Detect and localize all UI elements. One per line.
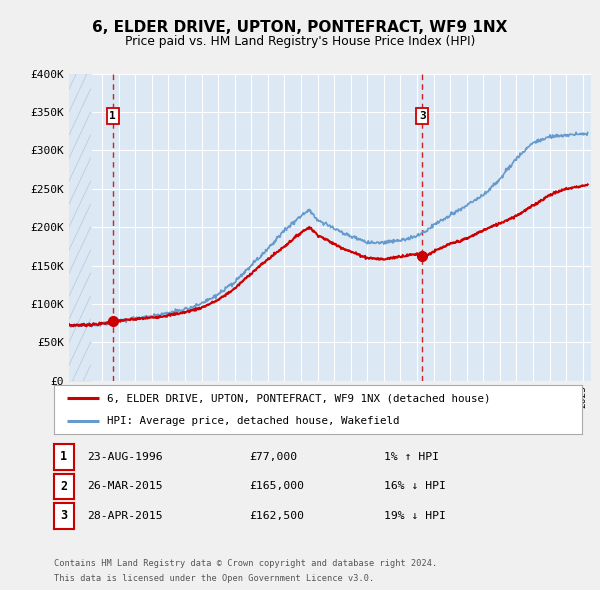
Text: Price paid vs. HM Land Registry's House Price Index (HPI): Price paid vs. HM Land Registry's House … <box>125 35 475 48</box>
Text: £165,000: £165,000 <box>249 481 304 491</box>
Text: 1: 1 <box>109 111 116 121</box>
Text: 3: 3 <box>61 509 67 523</box>
Text: HPI: Average price, detached house, Wakefield: HPI: Average price, detached house, Wake… <box>107 415 400 425</box>
Text: 19% ↓ HPI: 19% ↓ HPI <box>384 511 446 521</box>
Text: Contains HM Land Registry data © Crown copyright and database right 2024.: Contains HM Land Registry data © Crown c… <box>54 559 437 568</box>
Text: This data is licensed under the Open Government Licence v3.0.: This data is licensed under the Open Gov… <box>54 574 374 583</box>
Text: 26-MAR-2015: 26-MAR-2015 <box>87 481 163 491</box>
Text: 1% ↑ HPI: 1% ↑ HPI <box>384 452 439 462</box>
Text: 2: 2 <box>61 480 67 493</box>
Text: 28-APR-2015: 28-APR-2015 <box>87 511 163 521</box>
Text: 6, ELDER DRIVE, UPTON, PONTEFRACT, WF9 1NX (detached house): 6, ELDER DRIVE, UPTON, PONTEFRACT, WF9 1… <box>107 394 490 404</box>
Text: 23-AUG-1996: 23-AUG-1996 <box>87 452 163 462</box>
Text: 3: 3 <box>419 111 425 121</box>
Text: 1: 1 <box>61 450 67 464</box>
Text: 6, ELDER DRIVE, UPTON, PONTEFRACT, WF9 1NX: 6, ELDER DRIVE, UPTON, PONTEFRACT, WF9 1… <box>92 20 508 35</box>
Text: £77,000: £77,000 <box>249 452 297 462</box>
Text: £162,500: £162,500 <box>249 511 304 521</box>
Text: 16% ↓ HPI: 16% ↓ HPI <box>384 481 446 491</box>
